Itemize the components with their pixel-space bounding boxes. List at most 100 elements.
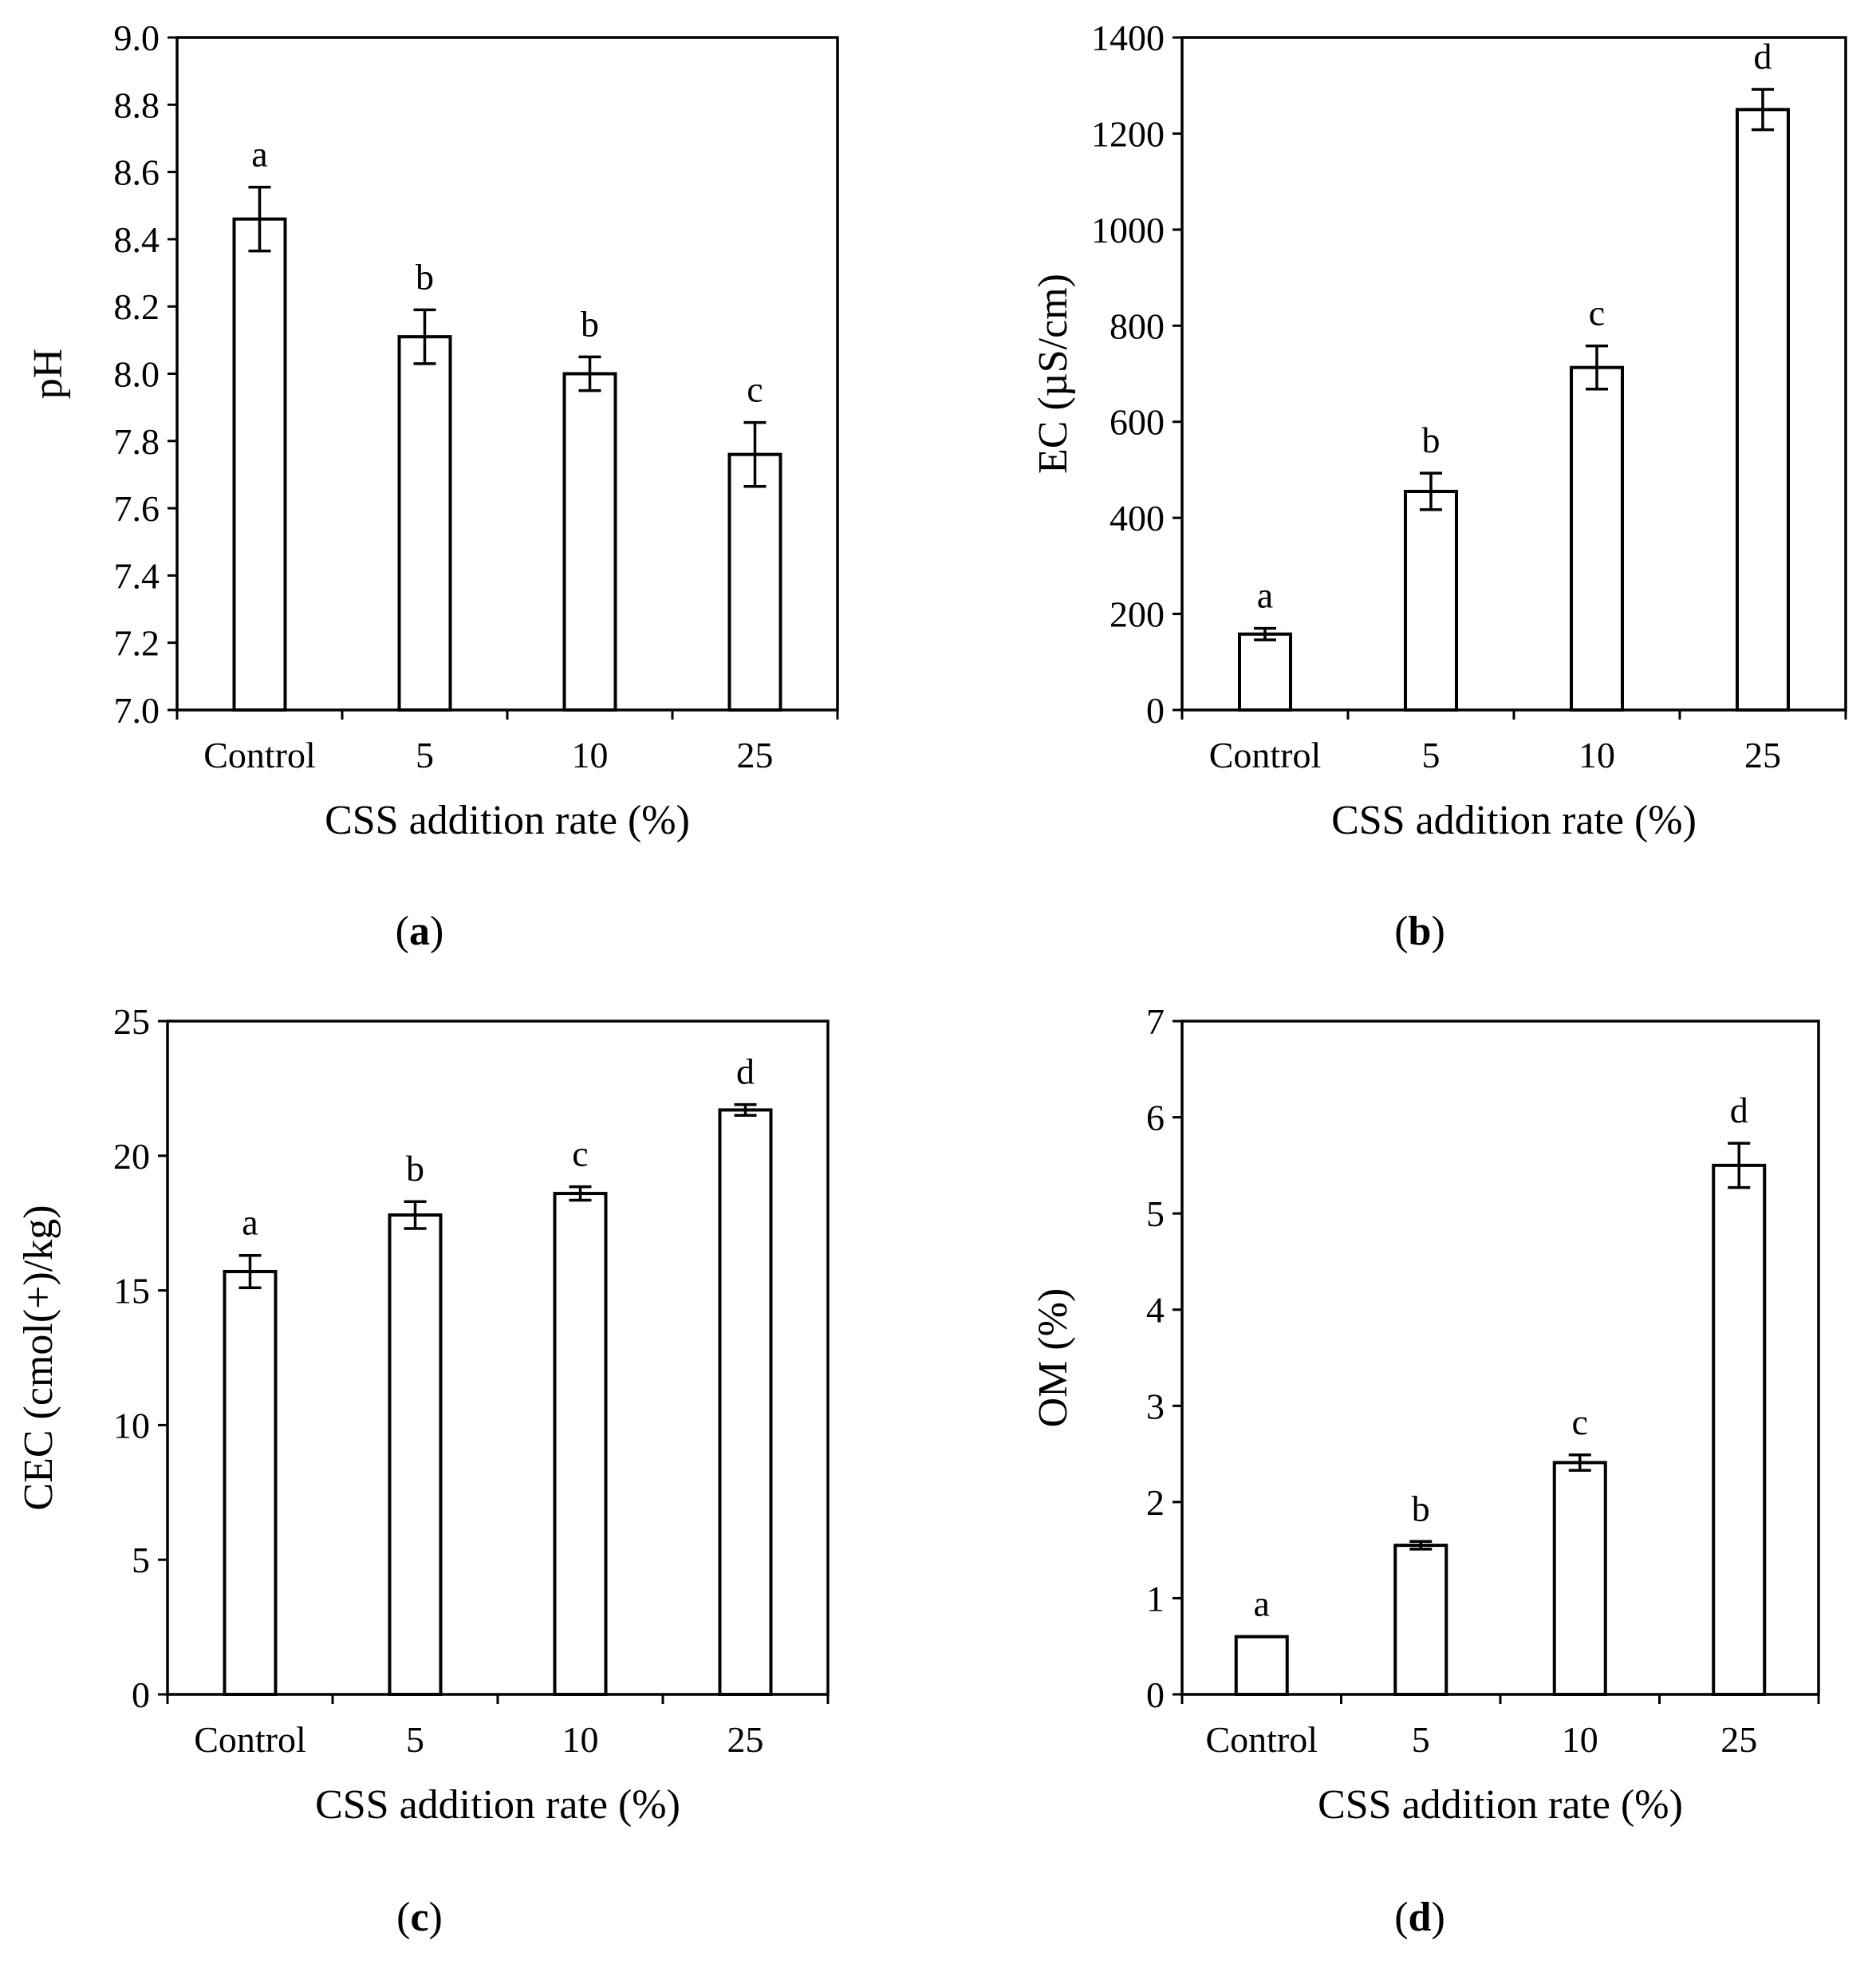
x-tick-label: 25 xyxy=(737,735,774,775)
y-tick-label: 1400 xyxy=(1091,18,1165,58)
y-tick-label: 7 xyxy=(1146,1001,1165,1042)
significance-label: b xyxy=(581,303,599,344)
y-tick-label: 7.2 xyxy=(114,623,160,664)
y-tick-label: 8.4 xyxy=(114,219,160,260)
y-tick-label: 0 xyxy=(132,1674,150,1715)
x-tick-label: 25 xyxy=(1744,735,1781,775)
bar-control xyxy=(1234,1635,1289,1697)
y-tick-label: 8.2 xyxy=(114,286,160,327)
significance-label: a xyxy=(1254,1584,1270,1624)
x-tick-label: 5 xyxy=(406,1719,424,1760)
significance-label: b xyxy=(1422,420,1440,460)
chart-panel-b: 0 200 400 600 800 1000 1200 1400 a Control b 5 c 10 d 2… xyxy=(1031,18,1847,954)
significance-label: b xyxy=(1412,1488,1430,1528)
y-tick-label: 15 xyxy=(113,1271,150,1311)
y-tick-label: 2 xyxy=(1146,1482,1165,1523)
bar-control xyxy=(223,1269,278,1696)
bar-10 xyxy=(1570,365,1624,712)
significance-label: c xyxy=(1589,293,1605,333)
y-tick-label: 10 xyxy=(113,1405,150,1446)
y-tick-label: 7.6 xyxy=(114,488,160,529)
panel-label-open: ( xyxy=(1394,909,1408,954)
significance-label: b xyxy=(416,256,434,297)
panel-label: (c) xyxy=(396,1895,443,1940)
significance-label: d xyxy=(1730,1090,1748,1130)
y-tick-label: 800 xyxy=(1109,306,1165,346)
chart-panel-c: 0 5 10 15 20 25 a Control b 5 c 10 d 25 CSS addition r… xyxy=(16,1001,830,1940)
panel-label-close: ) xyxy=(429,1895,443,1940)
x-axis-title: CSS addition rate (%) xyxy=(1331,798,1697,843)
bar-25 xyxy=(1712,1163,1767,1697)
panel-label-letter: a xyxy=(409,909,430,954)
y-tick-label: 7.0 xyxy=(114,690,160,731)
y-tick-label: 0 xyxy=(1146,1674,1165,1715)
panel-label-close: ) xyxy=(430,909,443,954)
y-axis-title: pH xyxy=(26,349,71,400)
x-axis-title: CSS addition rate (%) xyxy=(1318,1782,1683,1828)
x-tick-label: 25 xyxy=(727,1719,764,1760)
x-tick-label: 10 xyxy=(1562,1719,1598,1760)
bar-25 xyxy=(1736,108,1790,712)
panel-label-close: ) xyxy=(1431,1895,1444,1940)
x-tick-label: Control xyxy=(1209,735,1322,775)
x-tick-label: 25 xyxy=(1720,1719,1757,1760)
panel-label: (d) xyxy=(1394,1895,1445,1940)
bar-25 xyxy=(727,452,782,712)
bar-10 xyxy=(553,1192,608,1696)
x-tick-label: 10 xyxy=(562,1719,599,1760)
panel-label: (a) xyxy=(396,909,444,954)
x-tick-label: 10 xyxy=(572,735,609,775)
y-tick-label: 1200 xyxy=(1091,113,1165,154)
panel-label-open: ( xyxy=(396,909,409,954)
y-tick-label: 3 xyxy=(1146,1386,1165,1426)
x-tick-label: 5 xyxy=(1422,735,1440,775)
y-tick-label: 7.4 xyxy=(114,555,160,596)
y-tick-label: 600 xyxy=(1109,402,1165,443)
significance-label: d xyxy=(736,1051,755,1092)
y-tick-label: 5 xyxy=(1146,1193,1165,1234)
bar-10 xyxy=(1552,1461,1607,1696)
panel-label-open: ( xyxy=(396,1895,410,1940)
y-axis-title: CEC (cmol(+)/kg) xyxy=(16,1205,61,1510)
y-tick-label: 6 xyxy=(1146,1098,1165,1138)
y-tick-label: 8.8 xyxy=(114,85,160,125)
bar-25 xyxy=(718,1108,773,1696)
x-tick-label: Control xyxy=(1205,1719,1318,1760)
y-tick-label: 5 xyxy=(132,1540,150,1580)
y-tick-label: 1000 xyxy=(1091,210,1165,250)
panel-label-letter: d xyxy=(1409,1895,1432,1940)
panel-label-letter: b xyxy=(1409,909,1432,954)
y-axis-title: EC (µS/cm) xyxy=(1031,274,1076,474)
x-tick-label: 5 xyxy=(1412,1719,1430,1760)
panel-label: (b) xyxy=(1394,909,1445,954)
panel-label-close: ) xyxy=(1431,909,1444,954)
bar-5 xyxy=(1393,1544,1448,1696)
significance-label: a xyxy=(251,134,267,175)
y-tick-label: 8.0 xyxy=(114,354,160,395)
bar-control xyxy=(1238,632,1292,712)
bar-5 xyxy=(1404,490,1458,712)
y-tick-label: 200 xyxy=(1109,594,1165,635)
x-tick-label: Control xyxy=(203,735,316,775)
y-tick-label: 25 xyxy=(113,1001,150,1042)
panel-label-letter: c xyxy=(410,1895,428,1940)
chart-panel-a: 7.0 7.2 7.4 7.6 7.8 8.0 8.2 8.4 8.6 8.8 9.0 a Contro… xyxy=(26,18,839,954)
x-axis-title: CSS addition rate (%) xyxy=(315,1782,680,1828)
bar-5 xyxy=(397,335,452,712)
significance-label: c xyxy=(572,1134,588,1174)
significance-label: c xyxy=(747,369,763,410)
bar-control xyxy=(232,217,287,712)
x-tick-label: 10 xyxy=(1578,735,1615,775)
y-tick-label: 9.0 xyxy=(114,18,160,58)
y-tick-label: 7.8 xyxy=(114,421,160,462)
y-tick-label: 1 xyxy=(1146,1578,1165,1619)
y-tick-label: 0 xyxy=(1146,690,1165,731)
significance-label: a xyxy=(242,1202,258,1243)
bar-5 xyxy=(388,1213,443,1696)
y-tick-label: 4 xyxy=(1146,1290,1165,1331)
y-axis-title: OM (%) xyxy=(1031,1288,1076,1428)
x-tick-label: 5 xyxy=(416,735,434,775)
significance-label: a xyxy=(1257,575,1273,616)
